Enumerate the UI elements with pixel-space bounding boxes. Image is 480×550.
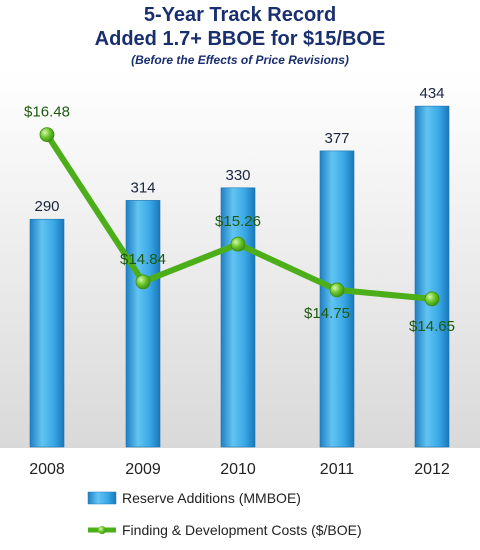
bar-value-label: 290 bbox=[34, 198, 59, 215]
fd-cost-label: $16.48 bbox=[24, 104, 70, 121]
bar-value-label: 377 bbox=[324, 130, 349, 147]
legend-item-fd-costs: Finding & Development Costs ($/BOE) bbox=[0, 520, 480, 540]
fd-cost-label: $14.84 bbox=[120, 251, 166, 268]
bar-2012 bbox=[414, 105, 450, 448]
legend-label-fd-costs: Finding & Development Costs ($/BOE) bbox=[122, 522, 362, 538]
x-tick-label: 2012 bbox=[414, 461, 450, 478]
fd-cost-point bbox=[39, 127, 55, 143]
chart-note: (Before the Effects of Price Revisions) bbox=[131, 53, 349, 67]
bar-2010 bbox=[220, 187, 256, 448]
fd-cost-point bbox=[329, 282, 345, 298]
legend-marker-fd-costs bbox=[98, 526, 106, 534]
fd-cost-label: $15.26 bbox=[215, 213, 261, 230]
fd-cost-label: $14.65 bbox=[409, 318, 455, 335]
legend-item-reserves: Reserve Additions (MMBOE) bbox=[0, 488, 480, 508]
bar-value-label: 314 bbox=[130, 179, 155, 196]
legend-swatch-reserves bbox=[87, 491, 117, 505]
x-tick-label: 2008 bbox=[29, 461, 65, 478]
chart-subtitle: Added 1.7+ BBOE for $15/BOE bbox=[94, 28, 386, 50]
chart-title: 5-Year Track Record bbox=[143, 4, 337, 26]
bar-value-label: 330 bbox=[225, 167, 250, 184]
x-tick-label: 2010 bbox=[220, 461, 256, 478]
bar-2009 bbox=[125, 200, 161, 448]
x-tick-label: 2009 bbox=[125, 461, 161, 478]
fd-cost-point bbox=[135, 274, 151, 290]
bar-2011 bbox=[319, 150, 355, 448]
bar-value-label: 434 bbox=[419, 85, 444, 102]
fd-cost-label: $14.75 bbox=[304, 305, 350, 322]
fd-cost-point bbox=[424, 291, 440, 307]
legend-label-reserves: Reserve Additions (MMBOE) bbox=[122, 490, 301, 506]
fd-cost-point bbox=[230, 236, 246, 252]
x-tick-label: 2011 bbox=[320, 461, 355, 478]
bar-2008 bbox=[29, 218, 65, 448]
